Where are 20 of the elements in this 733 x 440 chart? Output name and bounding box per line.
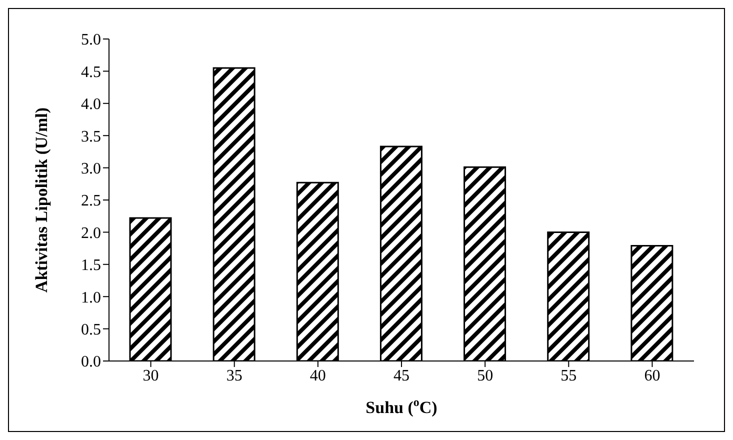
y-tick-label: 5.0 — [81, 32, 101, 49]
y-tick-label: 3.0 — [81, 160, 101, 178]
y-tick-label: 1.0 — [81, 289, 101, 306]
x-axis-title: Suhu ($^{o}$C) — [366, 395, 438, 417]
y-tick-label: 0.5 — [81, 321, 101, 338]
y-tick-label: 0.0 — [81, 354, 101, 371]
y-tick-label: 1.5 — [81, 257, 101, 274]
y-tick-label: 4.5 — [81, 64, 101, 81]
y-tick-label: 2.0 — [81, 224, 101, 242]
y-axis-title: Aktivitas Lipolitik (U/ml) — [32, 107, 51, 293]
x-tick-label: 40 — [310, 367, 326, 384]
x-tick-label: 55 — [560, 367, 577, 384]
y-tick-label: 3.5 — [81, 128, 101, 146]
y-tick-label: 4.0 — [81, 96, 101, 114]
y-tick-label: 2.5 — [81, 192, 101, 210]
x-tick-label: 45 — [394, 367, 410, 384]
x-tick-label: 35 — [226, 367, 242, 384]
x-tick-label: 50 — [477, 367, 494, 384]
x-tick-label: 30 — [142, 367, 159, 384]
x-tick-label: 60 — [644, 367, 660, 384]
